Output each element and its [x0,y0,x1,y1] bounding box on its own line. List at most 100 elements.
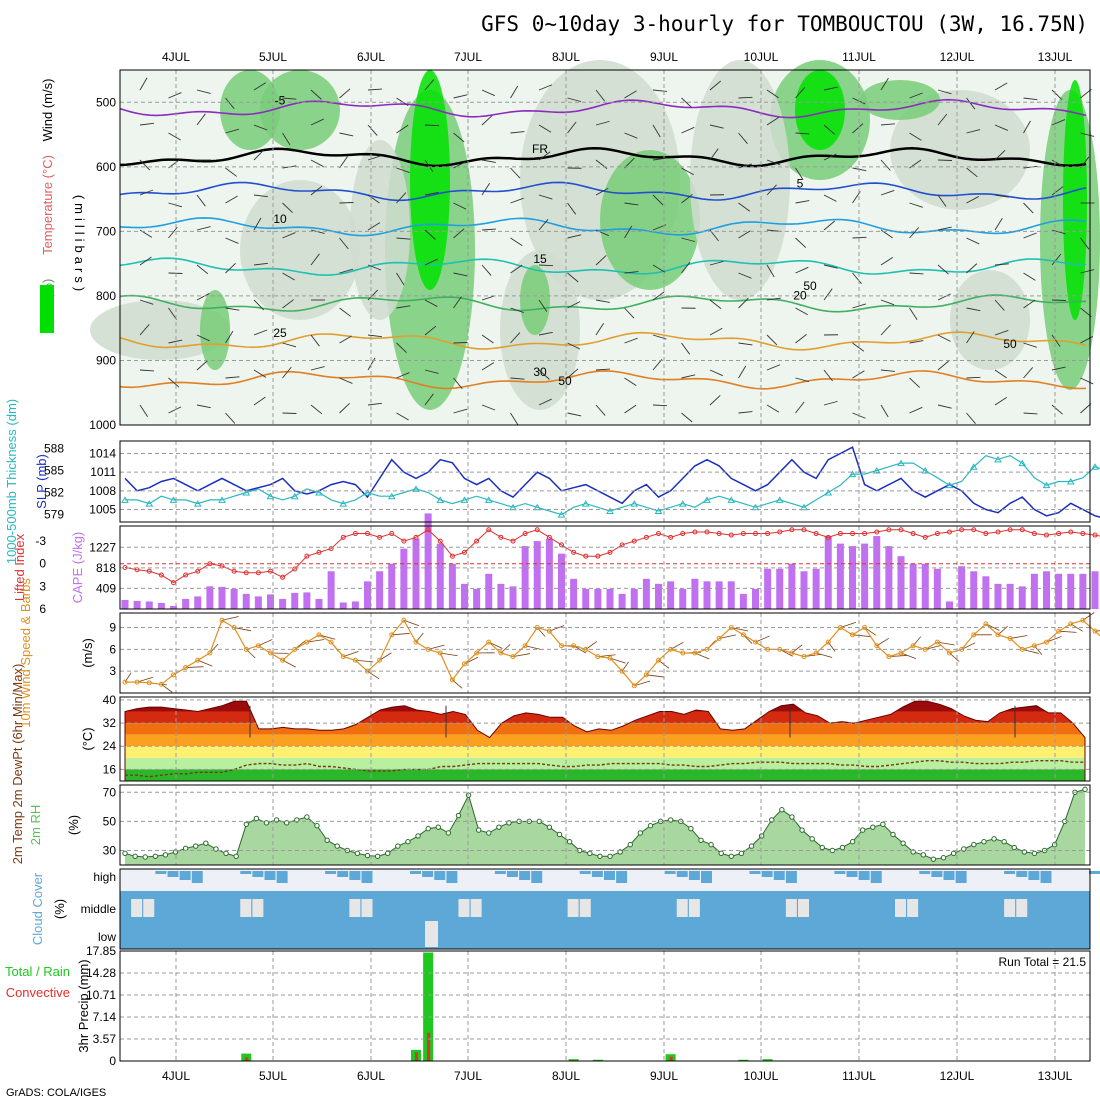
wind-barb [852,191,861,204]
wind-barb [567,272,579,283]
li-point [231,568,237,574]
cloud-high-bar [434,871,446,880]
cape-bar [594,588,602,609]
rh2m-point [971,841,977,848]
wind-barb [453,132,465,143]
rh2m-point [425,825,431,832]
wind-barb [880,159,891,171]
wind-barb [481,264,492,276]
wind-barb [652,194,664,206]
wind10-barb [391,633,410,636]
cape-bar [194,596,202,609]
li-point [146,568,152,574]
wind10-point [474,650,480,656]
cloud-middle-gap [567,899,579,917]
cloud-high-bar [955,871,967,883]
rh2m-point [748,843,755,849]
cloud-high-bar [422,871,434,877]
thickness-point [121,496,129,503]
thickness-point [339,500,348,507]
wind10-point [595,654,601,660]
cape-bar [121,599,129,609]
wind10-point [1031,643,1037,649]
wind-barb [1023,299,1036,309]
legend-precip-total: Total / Rain [5,964,70,979]
li-point [753,531,758,537]
wind-barb [282,299,294,309]
panel-frame-slp [119,440,1091,523]
wind-barb [453,296,462,309]
wind-barb [738,342,753,346]
thickness-point [678,500,687,507]
wind10-point [546,628,552,634]
wind10-point [995,632,1001,638]
cloud-high-bar [1089,871,1100,874]
wind-barb [367,124,378,136]
thickness-point [266,492,275,500]
cloud-middle-gap [131,899,143,917]
wind10-point [183,665,189,671]
wind10-point [389,632,395,638]
rh2m-point [304,814,310,820]
wind-barb [1023,97,1038,101]
wind-barb [225,262,236,274]
wind-barb [766,334,778,346]
wind-barb [367,357,376,371]
wind10-barb [731,627,749,632]
wind-barb [795,237,807,248]
wind-barb [424,393,434,406]
x-tick-bottom: 6JUL [357,1069,385,1083]
cape-bar [982,576,990,609]
x-tick-bottom: 8JUL [552,1069,580,1083]
wind10-point [437,650,443,656]
wind-barb [567,368,579,379]
wind10-barb [488,641,503,649]
li-point [522,531,528,537]
cloud-middle-gap [143,899,155,917]
rh2m-point [718,850,724,857]
wind10-point [316,632,322,638]
wind-barb [937,360,950,371]
panel-frame-wind [119,612,1091,694]
wind-barb [994,263,1009,266]
wind-barb [709,260,724,266]
li-point [886,527,892,533]
thickness-point [1091,463,1099,470]
rh2m-point [1082,786,1088,793]
wind-barb [966,97,976,110]
wind-barb [738,96,753,99]
wind-barb [168,132,181,141]
wind-barb [168,377,180,388]
li-point [922,534,928,540]
cloud-high-bar [264,871,276,880]
y-tick-temp: 40 [103,693,117,707]
li-point [619,542,625,548]
wind-barb [1023,272,1036,281]
cape-bar [533,541,541,609]
rh2m-point [849,839,856,845]
wind-barb [624,202,639,206]
wind-barb [253,149,265,161]
wind-barb [652,89,667,92]
rh2m-point [283,820,290,826]
text-layer: 4JUL 4JUL 5JUL 5JUL 6JUL 6JUL 7JUL 7JUL 8JUL 8JUL… [4,50,1073,1083]
wind-barb [1051,334,1061,347]
wind-barb [310,89,322,100]
wind10-barb [646,674,664,678]
cloud-high-bar [834,871,846,874]
cape-bar [642,578,650,609]
wind10-barb [852,634,871,637]
wind-barb [453,377,463,390]
wind10-point [280,657,286,663]
li-point [934,531,940,537]
rh2m-point [789,814,795,820]
wind10-barb [185,666,204,668]
wind10-barb [234,627,252,632]
wind-barb [396,372,410,379]
isotherm-line-20 [119,294,1086,313]
cape-bar [133,600,141,609]
cape-bar [1018,586,1026,609]
wind-barb [1080,403,1092,414]
temp-outline [124,700,1086,782]
li-point [255,570,261,576]
